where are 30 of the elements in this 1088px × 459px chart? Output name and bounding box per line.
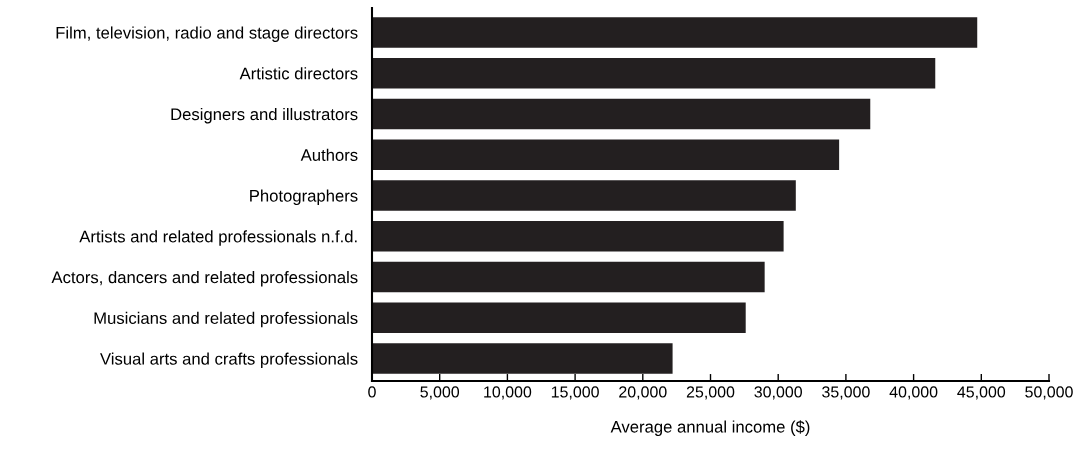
x-tick-label: 5,000 [420, 386, 460, 400]
y-tick-label: Musicians and related professionals [94, 311, 358, 328]
x-tick-label: 35,000 [822, 386, 870, 400]
bar [372, 17, 978, 48]
bar [372, 57, 936, 89]
y-tick-label: Authors [300, 148, 358, 161]
x-tick-label: 10,000 [484, 386, 532, 400]
bar [372, 261, 765, 293]
x-tick-label: 30,000 [754, 386, 802, 400]
y-tick-label: Artists and related professionals n.f.d. [79, 230, 357, 246]
x-tick-label: 20,000 [619, 386, 667, 400]
y-tick-label: Visual arts and crafts professionals [100, 352, 358, 369]
y-tick-label: Film, television, radio and stage directors [56, 26, 358, 42]
bar [372, 98, 871, 130]
x-tick-label: 50,000 [1025, 386, 1073, 400]
x-tick-label: 45,000 [957, 386, 1006, 400]
x-tick-label: 0 [368, 386, 376, 398]
bar [372, 302, 746, 334]
bar [372, 180, 796, 211]
bar [372, 221, 784, 252]
x-tick-label: 25,000 [686, 386, 735, 400]
y-tick-label: Designers and illustrators [171, 107, 358, 124]
y-tick-label: Actors, dancers and related professionals [51, 271, 358, 287]
y-tick-label: Artistic directors [239, 67, 358, 80]
x-tick-label: 40,000 [889, 386, 938, 400]
bar [372, 343, 673, 374]
x-tick-label: 15,000 [551, 386, 599, 400]
bar [372, 139, 840, 171]
y-tick-label: Photographers [250, 189, 358, 206]
x-axis-title: Average annual income ($) [610, 420, 810, 436]
